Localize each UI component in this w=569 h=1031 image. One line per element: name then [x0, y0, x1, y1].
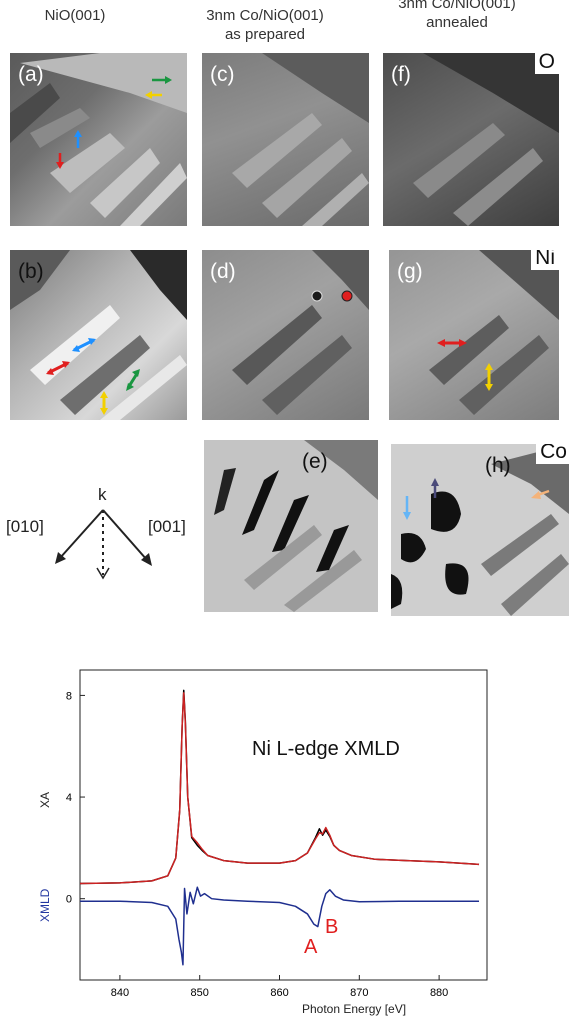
panel-d-label: (d): [210, 260, 236, 283]
panel-b-texture: [10, 250, 187, 420]
panel-h: (h) Co: [391, 444, 569, 616]
panel-h-label: (h): [485, 454, 511, 477]
panel-g-arrows: [437, 339, 493, 391]
element-label-ni: Ni: [531, 250, 559, 270]
plot-frame: [79, 669, 488, 981]
x-tick-label: 860: [270, 987, 288, 999]
panel-c-label: (c): [210, 63, 235, 86]
xmld-chart: 840 850 860 870 880 0 4 8 Ni L-edge XMLD Photo…: [0, 650, 569, 1026]
panel-f-label: (f): [391, 63, 411, 86]
panel-a-texture: [10, 53, 187, 226]
y-axis-label-xa: XA: [38, 791, 52, 808]
y-tick-label: 4: [66, 792, 72, 804]
k-label: k: [98, 485, 107, 504]
y-tick-label: 0: [66, 894, 72, 906]
panel-a-label: (a): [18, 63, 44, 86]
x-axis-label: Photon Energy [eV]: [302, 1002, 407, 1016]
panel-a: (a): [10, 53, 187, 226]
header-as-prepared: 3nm Co/NiO(001) as prepared: [185, 6, 345, 44]
panel-b: (b): [10, 250, 187, 420]
x-tick-label: 840: [111, 987, 129, 999]
panel-c-texture: [232, 53, 369, 226]
series-line-0: [79, 689, 480, 885]
panel-a-arrows: [56, 76, 172, 169]
arrow-001-icon: [102, 509, 148, 561]
panel-b-arrows: [46, 338, 140, 415]
panel-f-texture: [413, 53, 559, 226]
panel-g-label: (g): [397, 260, 423, 283]
black-marker-icon: [311, 290, 323, 302]
dir-010-label: [010]: [6, 517, 44, 536]
header-nio: NiO(001): [20, 6, 130, 25]
element-label-co: Co: [536, 444, 569, 464]
panel-e: (e): [204, 440, 378, 612]
y-axis-label-xmld: XMLD: [38, 888, 52, 922]
arrow-010-icon: [59, 509, 104, 559]
series-line-2: [80, 886, 480, 966]
panel-e-texture: [214, 440, 378, 612]
header-as-prepared-line2: as prepared: [224, 26, 306, 43]
panel-e-label: (e): [302, 450, 328, 473]
peak-label-b: B: [325, 916, 339, 938]
x-tick-label: 880: [430, 987, 448, 999]
peak-label-a: A: [304, 936, 318, 958]
header-nio-text: NiO(001): [44, 7, 106, 24]
x-tick-label: 850: [191, 987, 209, 999]
panel-f: (f) O: [383, 53, 559, 226]
header-as-prepared-line1: 3nm Co/NiO(001): [206, 7, 324, 24]
panel-d-texture: [232, 250, 369, 415]
header-annealed-line2: annealed: [426, 14, 488, 31]
y-tick-label: 8: [66, 690, 72, 702]
panel-d: (d): [202, 250, 369, 420]
dir-001-label: [001]: [148, 517, 186, 536]
x-tick-label: 870: [350, 987, 368, 999]
header-annealed: 3nm Co/NiO(001) annealed: [372, 0, 542, 32]
chart-annotation: Ni L-edge XMLD: [252, 738, 400, 760]
header-annealed-line1: 3nm Co/NiO(001): [398, 0, 516, 12]
panel-h-arrows: [403, 478, 550, 520]
geometry-diagram: [55, 509, 152, 580]
panel-g: (g) Ni: [389, 250, 559, 420]
element-label-o: O: [534, 53, 559, 74]
xmld-chart-svg: 840 850 860 870 880 0 4 8: [66, 669, 488, 999]
red-marker-icon: [341, 290, 353, 302]
panel-c: (c): [202, 53, 369, 226]
series-line-1: [79, 692, 480, 885]
panel-b-label: (b): [18, 260, 44, 283]
